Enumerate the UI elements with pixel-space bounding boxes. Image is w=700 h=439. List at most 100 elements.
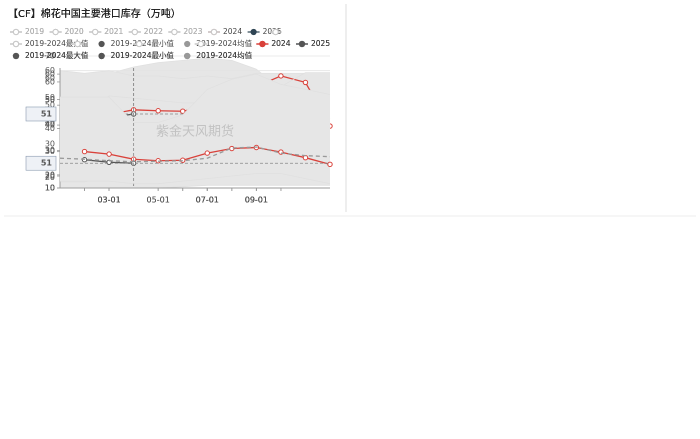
legend-item: 2019-2024均值 bbox=[184, 50, 253, 60]
cursor-y-label: 51 bbox=[41, 159, 53, 168]
legend-label: 2020 bbox=[65, 27, 84, 36]
chart-title: 【CF】棉花中国主要港口库存（万吨） bbox=[8, 7, 181, 20]
legend-label: 2021 bbox=[104, 27, 123, 36]
range-edge bbox=[59, 70, 331, 80]
y-tick-label: 10 bbox=[45, 184, 55, 193]
legend-label: 2019-2024均值 bbox=[196, 50, 252, 60]
legend-dot bbox=[272, 28, 279, 36]
legend-label: 2025 bbox=[311, 39, 330, 48]
chart-title: 【CF】棉花中国主要港口库存（万吨） bbox=[8, 7, 181, 20]
legend-label: 2022 bbox=[144, 27, 163, 36]
x-tick-label: 07-01 bbox=[196, 196, 219, 205]
point bbox=[106, 151, 112, 157]
legend-item: 2019-2024最小值 bbox=[98, 38, 175, 48]
legend-label: 2024 bbox=[271, 39, 290, 48]
legend-dot bbox=[250, 28, 257, 36]
legend-dot bbox=[136, 40, 143, 48]
legend-item bbox=[208, 28, 220, 36]
y-tick-label: 40 bbox=[45, 120, 55, 129]
y-tick-label: 40 bbox=[45, 121, 55, 130]
legend-dot bbox=[12, 52, 20, 60]
legend-label: 2019-2024最大值 bbox=[25, 38, 89, 48]
legend-label: 2025 bbox=[311, 39, 330, 48]
legend-label: 2020 bbox=[65, 27, 84, 36]
legend-item bbox=[10, 40, 22, 48]
legend-label: 2019-2024最小值 bbox=[111, 50, 175, 60]
legend-label: 2022 bbox=[144, 27, 163, 36]
x-tick-label: 09-01 bbox=[245, 196, 268, 205]
legend-dot bbox=[12, 40, 20, 48]
x-tick-label: 03-01 bbox=[97, 196, 120, 205]
legend-dot bbox=[92, 28, 99, 36]
legend-item: 2019-2024均值 bbox=[184, 38, 253, 48]
y-tick-label: 50 bbox=[45, 101, 55, 110]
chart-title: 【CF】棉花中国主要港口库存（万吨） bbox=[8, 7, 181, 20]
y-tick-label: 60 bbox=[45, 74, 55, 83]
legend-label: 2019-2024最小值 bbox=[111, 50, 175, 60]
x-tick-label: 03-01 bbox=[97, 196, 120, 205]
legend-item: 2025 bbox=[296, 39, 330, 48]
y-tick-label: 10 bbox=[45, 184, 55, 193]
y-tick-label: 10 bbox=[45, 184, 55, 193]
x-tick-label: 05-01 bbox=[147, 196, 170, 205]
legend-item: 2019 bbox=[10, 27, 44, 36]
legend-label: 2019-2024最小值 bbox=[111, 50, 175, 60]
x-tick-label: 09-01 bbox=[245, 196, 268, 205]
y-tick-label: 70 bbox=[45, 52, 55, 61]
legend-label: 2025 bbox=[311, 39, 330, 48]
x-tick-label: 07-01 bbox=[196, 196, 219, 205]
legend-label: 2023 bbox=[183, 27, 202, 36]
legend-label: 2024 bbox=[271, 39, 290, 48]
legend-label: 2023 bbox=[183, 27, 202, 36]
legend-label: 2019-2024最大值 bbox=[25, 50, 89, 60]
y-tick-label: 50 bbox=[45, 95, 55, 104]
legend-item: 2024 bbox=[256, 39, 291, 48]
legend-label: 2020 bbox=[65, 27, 84, 36]
legend-label: 2019-2024均值 bbox=[196, 50, 252, 60]
point bbox=[302, 79, 309, 86]
point bbox=[327, 161, 333, 168]
legend-label: 2021 bbox=[104, 27, 123, 36]
y-tick-label: 20 bbox=[45, 170, 55, 179]
legend-item: 2020 bbox=[49, 27, 84, 36]
x-tick-label: 07-01 bbox=[196, 196, 219, 205]
legend-label: 2019-2024最小值 bbox=[111, 38, 175, 48]
legend-label: 2019-2024最大值 bbox=[25, 50, 89, 60]
legend-label: 2023 bbox=[183, 27, 202, 36]
y-tick-label: 30 bbox=[45, 146, 55, 155]
range-band bbox=[60, 74, 330, 184]
legend-item bbox=[194, 40, 207, 48]
legend-label: 2019 bbox=[25, 27, 44, 36]
legend-dot bbox=[171, 28, 178, 36]
range-edge bbox=[60, 73, 331, 123]
legend-label: 2019-2024均值 bbox=[196, 38, 252, 48]
y-tick-label: 50 bbox=[45, 93, 55, 102]
y-tick-label: 20 bbox=[45, 172, 55, 181]
series-line bbox=[59, 146, 331, 163]
legend-label: 2019-2024均值 bbox=[196, 50, 252, 60]
legend-label: 2019 bbox=[25, 27, 44, 36]
legend-dot bbox=[298, 40, 306, 48]
x-tick-label: 09-01 bbox=[245, 196, 268, 205]
legend-dot bbox=[12, 28, 20, 36]
x-tick-label: 05-01 bbox=[147, 196, 170, 205]
legend-item: 2019-2024最小值 bbox=[98, 50, 175, 60]
legend-dot bbox=[184, 40, 191, 48]
legend-label: 2021 bbox=[104, 27, 123, 36]
y-tick-label: 20 bbox=[45, 173, 55, 182]
legend-dot bbox=[184, 52, 191, 60]
legend-label: 2024 bbox=[223, 27, 242, 36]
point bbox=[278, 73, 284, 79]
watermark: 紫金天风期货 bbox=[156, 124, 234, 140]
y-tick-label: 30 bbox=[45, 140, 55, 149]
legend-dot bbox=[210, 28, 218, 36]
y-tick-label: 10 bbox=[45, 184, 55, 193]
legend-label: 2021 bbox=[104, 27, 123, 36]
legend-item: 2019-2024最大值 bbox=[12, 50, 89, 60]
point bbox=[155, 108, 161, 114]
legend-label: 2022 bbox=[144, 27, 163, 36]
x-tick-label: 03-01 bbox=[97, 196, 120, 205]
legend-dot bbox=[52, 28, 59, 36]
y-tick-label: 60 bbox=[45, 70, 55, 79]
x-tick-label: 09-01 bbox=[245, 196, 268, 205]
